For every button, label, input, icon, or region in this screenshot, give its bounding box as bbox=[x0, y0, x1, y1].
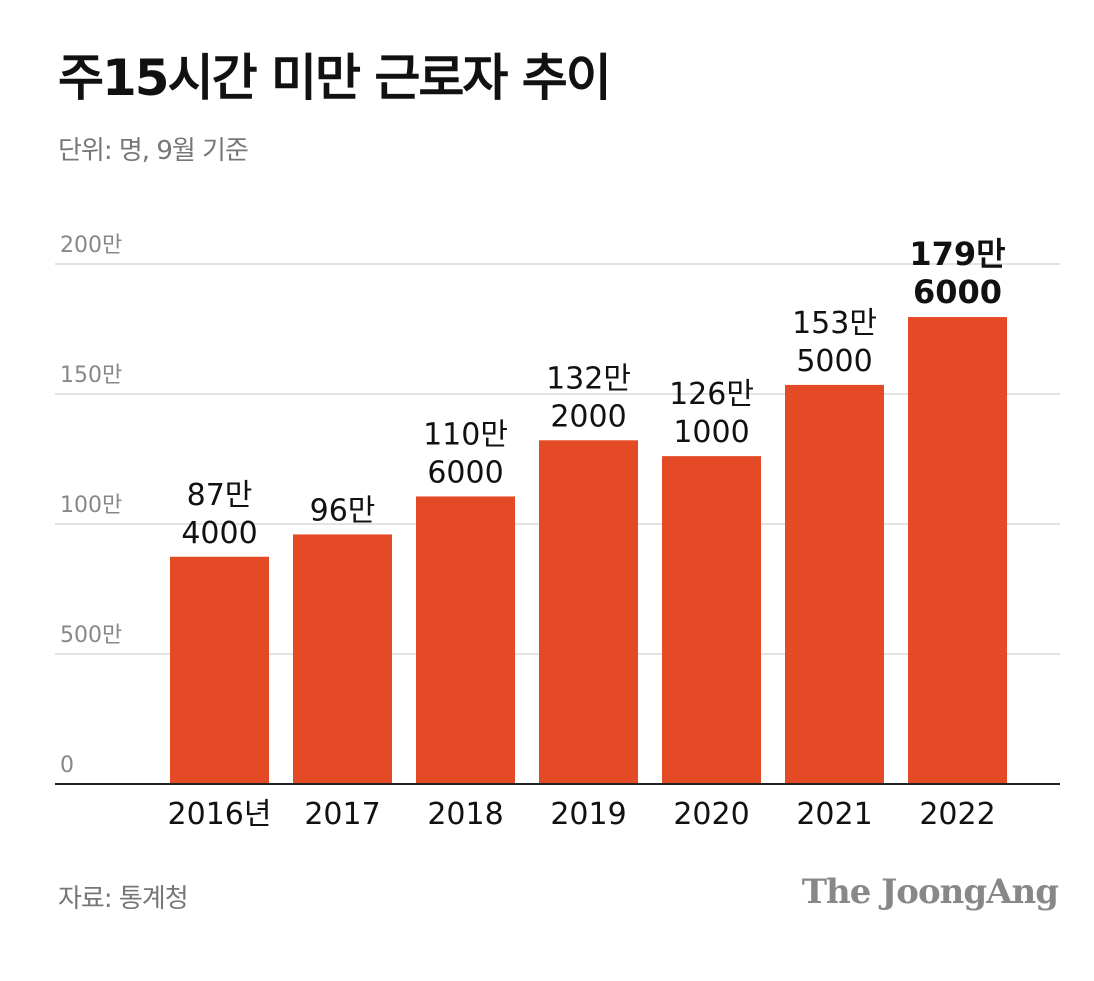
x-tick-label: 2019 bbox=[550, 797, 626, 832]
source-note: 자료: 통계청 bbox=[58, 884, 189, 914]
bar bbox=[785, 384, 884, 784]
data-label: 96만 bbox=[310, 493, 376, 528]
data-label: 126만 bbox=[669, 377, 754, 412]
x-tick-label: 2022 bbox=[919, 797, 995, 832]
x-tick-label: 2020 bbox=[673, 797, 749, 832]
data-label: 132만 bbox=[546, 361, 631, 396]
y-tick-label: 150만 bbox=[60, 363, 122, 388]
bar bbox=[293, 534, 392, 784]
bar bbox=[416, 496, 515, 784]
y-tick-label: 0 bbox=[60, 753, 74, 778]
bar bbox=[908, 317, 1007, 784]
data-label: 1000 bbox=[673, 415, 749, 450]
data-label: 2000 bbox=[550, 399, 626, 434]
x-tick-label: 2017 bbox=[304, 797, 380, 832]
x-tick-label: 2021 bbox=[796, 797, 872, 832]
bar bbox=[539, 440, 638, 784]
chart-title: 주15시간 미만 근로자 추이 bbox=[58, 49, 612, 107]
bar bbox=[662, 456, 761, 784]
data-label: 153만 bbox=[792, 306, 877, 341]
x-tick-label: 2018 bbox=[427, 797, 503, 832]
data-label: 5000 bbox=[796, 344, 872, 379]
data-label: 87만 bbox=[187, 478, 253, 513]
publisher-logo: The JoongAng bbox=[801, 872, 1059, 912]
data-label: 110만 bbox=[423, 417, 508, 452]
y-tick-label: 200만 bbox=[60, 233, 122, 258]
data-label: 6000 bbox=[427, 455, 503, 490]
y-tick-label: 100만 bbox=[60, 493, 122, 518]
x-tick-label: 2016년 bbox=[168, 797, 272, 832]
data-label: 4000 bbox=[181, 516, 257, 551]
data-label: 179만 bbox=[909, 235, 1005, 273]
y-tick-label: 500만 bbox=[60, 623, 122, 648]
data-label: 6000 bbox=[913, 273, 1002, 311]
bar bbox=[170, 556, 269, 784]
chart-subtitle: 단위: 명, 9월 기준 bbox=[58, 136, 249, 166]
